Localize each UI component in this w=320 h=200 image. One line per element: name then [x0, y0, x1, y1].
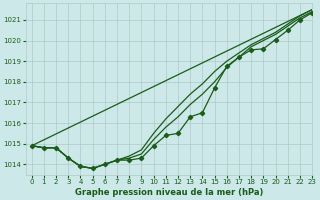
X-axis label: Graphe pression niveau de la mer (hPa): Graphe pression niveau de la mer (hPa)	[75, 188, 263, 197]
